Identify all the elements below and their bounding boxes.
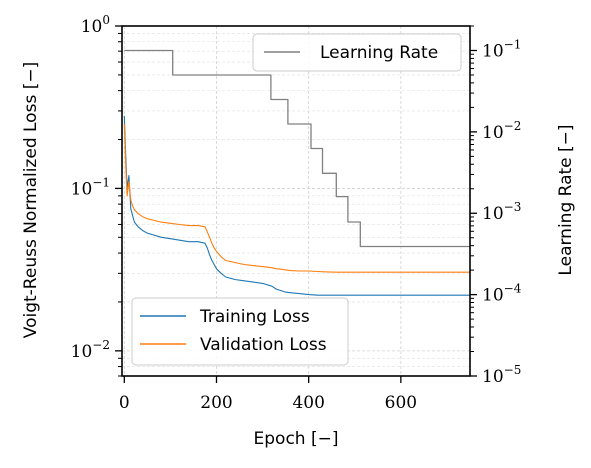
series-line-training-loss [123, 115, 470, 296]
plot-frame [121, 25, 471, 377]
y-tick-label-left: 10−2 [71, 338, 110, 362]
y-tick-label-right: 10−2 [482, 119, 521, 143]
y-tick-label-left: 100 [81, 13, 110, 37]
legend-label-learning-rate: Learning Rate [320, 43, 438, 63]
y-tick-label-right: 10−3 [482, 200, 521, 224]
legend-box [131, 297, 349, 366]
legend-label-training-loss: Training Loss [199, 307, 310, 327]
plot-lines [123, 49, 470, 296]
x-tick-label: 0 [119, 393, 130, 413]
x-axis-label: Epoch [−] [254, 429, 339, 449]
x-tick-label: 200 [200, 393, 232, 413]
axis-ticks: 0 200 400 600 100 10−1 10−2 10−1 10−2 10−3 10−4 10−… [71, 13, 522, 413]
y-tick-label-right: 10−4 [482, 282, 522, 306]
y-tick-label-right: 10−1 [482, 37, 521, 61]
legend-box [252, 33, 462, 72]
x-tick-label: 400 [292, 393, 324, 413]
legend-losses: Training Loss Validation Loss [131, 297, 349, 366]
legend-label-validation-loss: Validation Loss [200, 335, 327, 355]
series-line-learning-rate [124, 49, 470, 248]
y-tick-label-left: 10−1 [71, 175, 110, 199]
legend-learning-rate: Learning Rate [252, 33, 462, 72]
y-axis-label-right: Learning Rate [−] [556, 124, 576, 275]
series-line-validation-loss [123, 123, 470, 273]
y-axis-label-left: Voigt-Reuss Normalized Loss [−] [21, 62, 41, 338]
y-tick-label-right: 10−5 [482, 363, 521, 387]
x-tick-label: 600 [385, 393, 417, 413]
